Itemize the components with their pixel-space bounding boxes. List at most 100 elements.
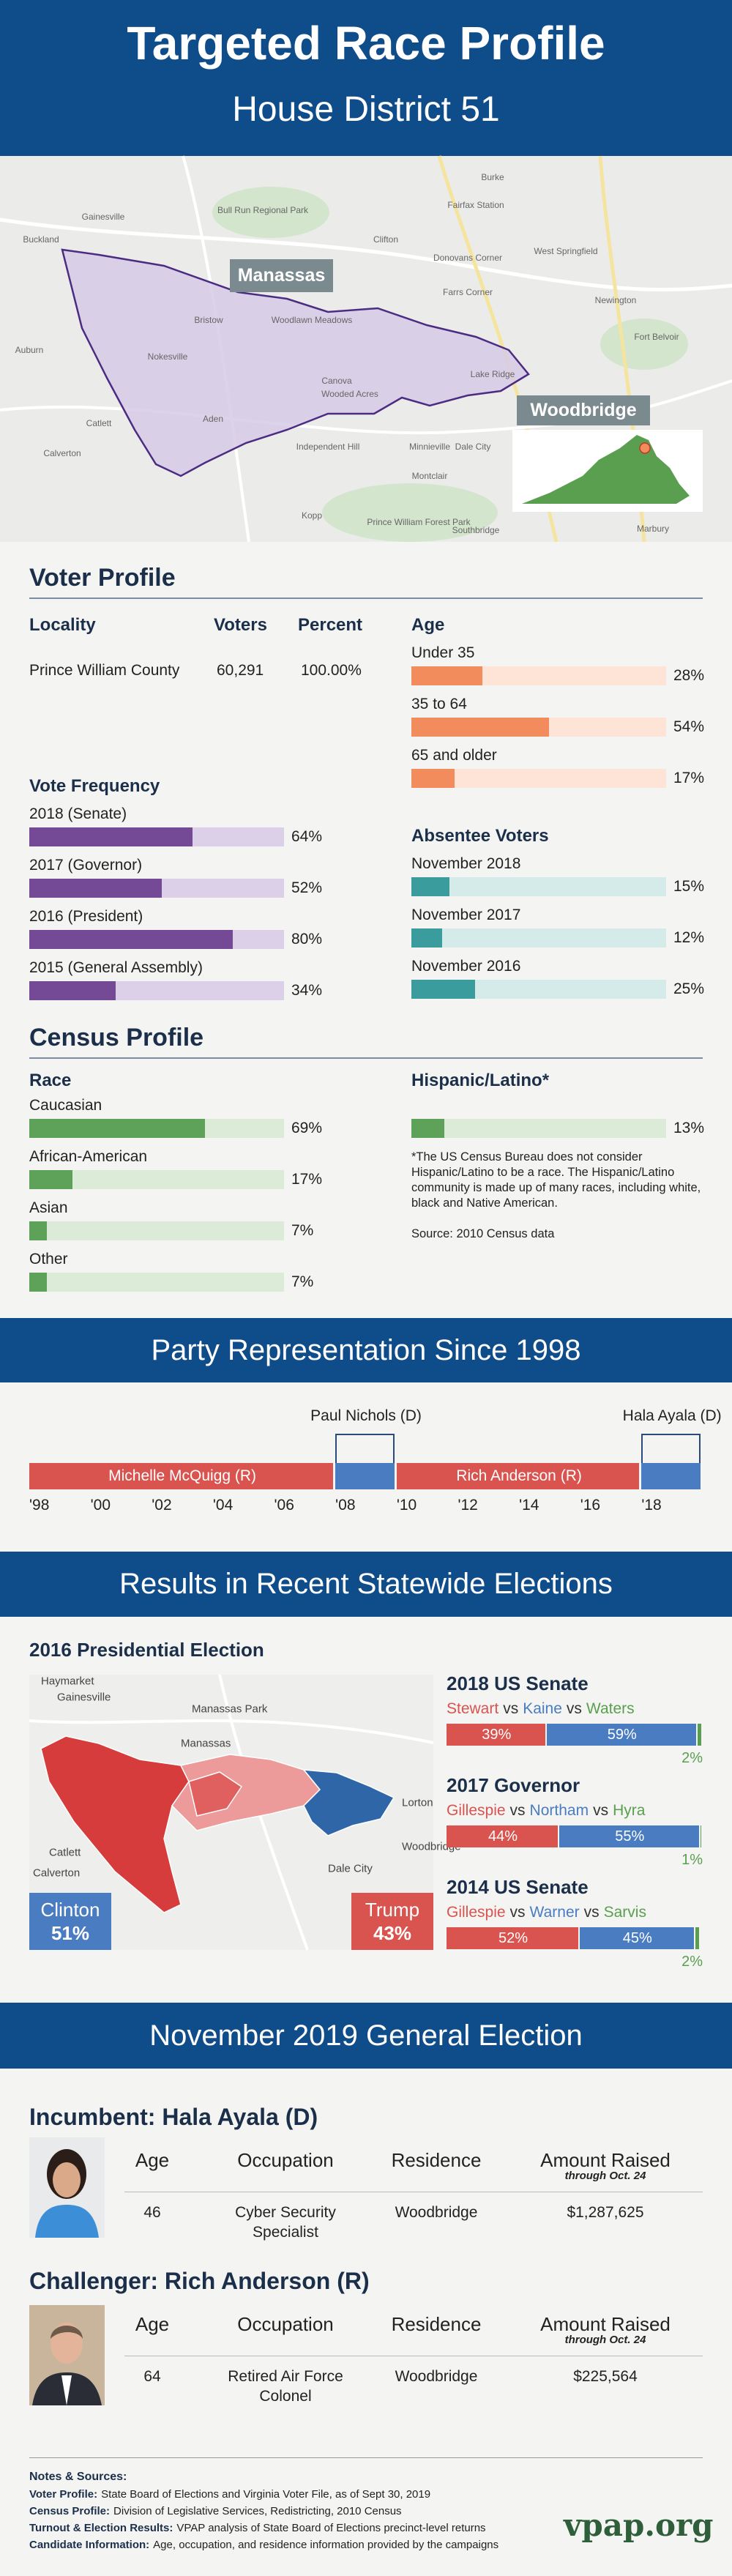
x-tick-label: '04	[212, 1497, 234, 1514]
bar-track	[411, 718, 666, 737]
bar	[411, 718, 549, 737]
map-place-label: Calverton	[33, 1866, 81, 1880]
bar-value-label: 15%	[673, 878, 705, 895]
bar-value-label: 34%	[291, 982, 323, 999]
table-cell: 64	[143, 2368, 161, 2385]
bar-track	[29, 930, 284, 949]
bar	[411, 980, 475, 999]
district-boundary	[61, 248, 530, 477]
bar-label: November 2016	[411, 958, 521, 975]
map-place-label: Manassas Park	[192, 1702, 268, 1716]
bar	[411, 1119, 445, 1138]
map-place-label: Gainesville	[81, 212, 125, 222]
result-bar	[700, 1825, 701, 1847]
bar-value-label: 52%	[291, 879, 323, 896]
group-title: Race	[29, 1071, 72, 1090]
connector: vs	[509, 1904, 526, 1921]
map-place-label: Nokesville	[147, 351, 188, 362]
bar-label: 2016 (President)	[29, 908, 143, 925]
bar	[29, 1119, 206, 1138]
term-label: Michelle McQuigg (R)	[108, 1467, 257, 1484]
bar-value-label: 17%	[673, 770, 705, 786]
bar-track	[411, 666, 666, 685]
group-title: Age	[411, 615, 445, 635]
note-label: Census Profile:	[29, 2505, 111, 2517]
bar-track	[29, 879, 284, 898]
notes-title: Notes & Sources:	[29, 2471, 127, 2483]
term-label: Rich Anderson (R)	[456, 1467, 582, 1484]
result-bar-label: 2%	[681, 1750, 703, 1766]
result-value: 43%	[373, 1922, 412, 1944]
footnote: *The US Census Bureau does not consider …	[411, 1150, 701, 1210]
term-label: Hala Ayala (D)	[622, 1407, 722, 1424]
result-bar-label: 1%	[681, 1852, 703, 1868]
note-line: Census Profile: Division of Legislative S…	[29, 2505, 402, 2517]
bar	[411, 666, 483, 685]
bar-value-label: 80%	[291, 931, 323, 948]
precinct	[188, 1771, 243, 1817]
map-place-label: Haymarket	[41, 1675, 94, 1688]
race-candidates: Stewart vs Kaine vs Waters	[447, 1700, 635, 1718]
x-tick-label: '10	[396, 1497, 417, 1514]
header-band	[0, 0, 732, 156]
connector: vs	[583, 1904, 600, 1921]
result-value: 51%	[51, 1922, 90, 1944]
result-bar	[695, 1927, 699, 1949]
page-subtitle: House District 51	[232, 90, 500, 129]
map-place-label: Kopp	[301, 510, 323, 521]
result-bar-label: 45%	[622, 1930, 652, 1946]
note-label: Voter Profile:	[29, 2488, 98, 2501]
result-bar-label: 44%	[488, 1828, 518, 1844]
shirt	[61, 2375, 72, 2405]
page-title: Targeted Race Profile	[127, 17, 605, 70]
bar-value-label: 7%	[291, 1273, 314, 1290]
term-label: Paul Nichols (D)	[310, 1407, 422, 1424]
table-cell: Woodbridge	[395, 2204, 478, 2221]
table-header: Locality	[29, 615, 96, 635]
x-tick-label: '14	[519, 1497, 539, 1514]
bar-value-label: 54%	[673, 718, 705, 735]
connector: vs	[503, 1700, 519, 1717]
bar-label: Asian	[29, 1199, 68, 1216]
district-locator	[639, 442, 651, 454]
result-bar	[447, 1927, 578, 1949]
column-header: Age	[135, 2313, 170, 2335]
section-band	[0, 1318, 732, 1382]
map-place-label: Independent Hill	[296, 442, 360, 452]
result-box: Trump 43%	[351, 1893, 433, 1950]
x-tick-label: '98	[29, 1497, 50, 1514]
map-place-label: Auburn	[15, 345, 44, 355]
group-title: Vote Frequency	[29, 776, 160, 796]
section-title: Voter Profile	[29, 564, 176, 592]
map-place-label: Marbury	[636, 524, 670, 534]
face	[53, 2162, 81, 2197]
bar-value-label: 12%	[673, 929, 705, 946]
group-title: Absentee Voters	[411, 826, 549, 846]
connector: vs	[566, 1700, 582, 1717]
x-tick-label: '12	[458, 1497, 478, 1514]
candidate-name: Waters	[586, 1700, 635, 1717]
map-place-label: Burke	[481, 172, 504, 182]
note-text: Division of Legislative Services, Redist…	[113, 2505, 402, 2517]
result-name: Clinton	[40, 1899, 100, 1921]
map-place-label: Woodlawn Meadows	[271, 315, 353, 325]
bar	[411, 928, 442, 948]
table-header: Percent	[298, 615, 363, 635]
road	[0, 217, 732, 292]
race-title: 2017 Governor	[447, 1774, 580, 1796]
bar-value-label: 7%	[291, 1222, 314, 1239]
bar-track	[411, 980, 666, 999]
note-line: Voter Profile: State Board of Elections a…	[29, 2488, 430, 2501]
table-cell: 46	[143, 2204, 161, 2221]
map-place-label: Woodbridge	[402, 1840, 461, 1853]
note-text: State Board of Elections and Virginia Vo…	[101, 2488, 431, 2501]
result-bar	[580, 1927, 694, 1949]
section-rule	[29, 598, 703, 599]
bar-value-label: 25%	[673, 980, 705, 997]
map-place-label: Lake Ridge	[470, 369, 515, 379]
connector: vs	[509, 1802, 526, 1819]
column-header: Occupation	[237, 2313, 334, 2335]
result-bar-label: 55%	[615, 1828, 645, 1844]
bar-track	[411, 877, 666, 896]
bar-track	[29, 1119, 284, 1138]
